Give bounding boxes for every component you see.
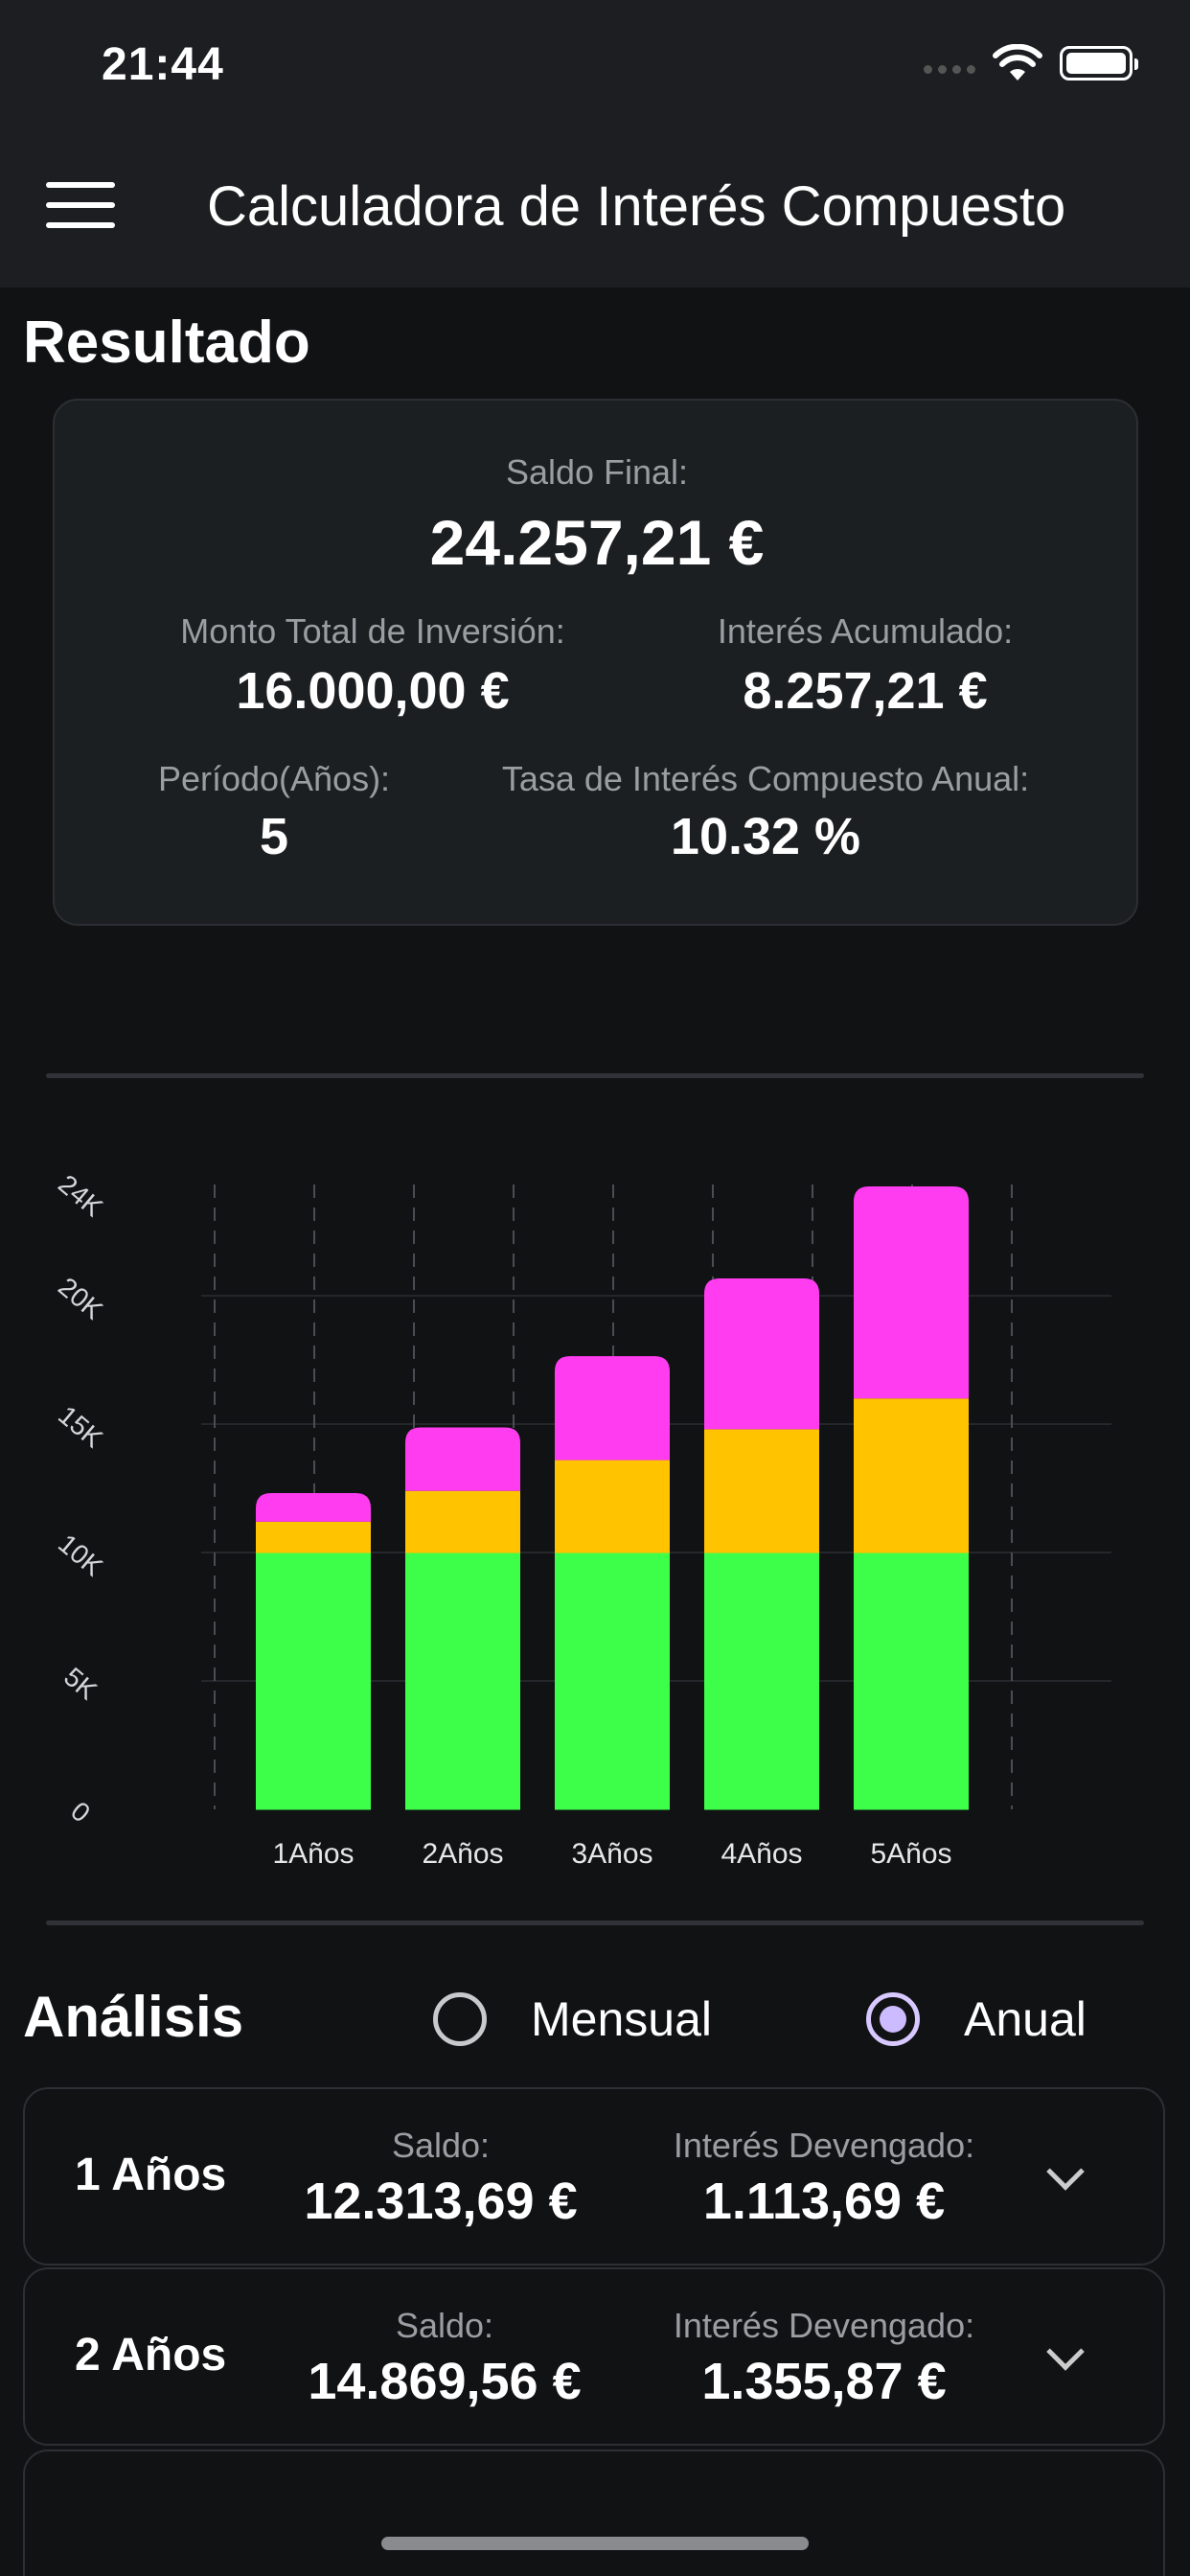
bar-segment bbox=[704, 1429, 819, 1553]
radio-monthly[interactable]: Mensual bbox=[433, 1991, 712, 2047]
radio-annual-label[interactable]: Anual bbox=[964, 1992, 1087, 2046]
status-icons bbox=[924, 44, 1138, 82]
bar-segment bbox=[405, 1427, 520, 1491]
y-tick-label: 10K bbox=[53, 1529, 108, 1582]
bar-segment bbox=[256, 1493, 371, 1522]
battery-icon bbox=[1060, 46, 1138, 80]
bar-segment bbox=[405, 1490, 520, 1553]
annual-rate-label: Tasa de Interés Compuesto Anual: bbox=[501, 759, 1030, 798]
bar-segment bbox=[704, 1552, 819, 1810]
x-tick-label: 4Años bbox=[721, 1838, 802, 1870]
result-summary-card: Saldo Final: 24.257,21 € Monto Total de … bbox=[53, 399, 1138, 926]
interest-label: Interés Devengado: bbox=[673, 2306, 975, 2345]
status-bar: 21:44 bbox=[0, 0, 1190, 134]
bar-segment bbox=[555, 1356, 670, 1460]
interest-value: 1.355,87 € bbox=[701, 2353, 947, 2410]
chart-top-divider bbox=[46, 1073, 1144, 1078]
year-row-card-partial[interactable] bbox=[23, 2450, 1165, 2576]
chart-bottom-divider bbox=[46, 1920, 1144, 1925]
x-tick-label: 2Años bbox=[422, 1838, 503, 1870]
bar-segment bbox=[555, 1552, 670, 1810]
period-value: 5 bbox=[259, 808, 289, 865]
bar-segment bbox=[256, 1521, 371, 1553]
radio-annual[interactable]: Anual bbox=[866, 1991, 1087, 2047]
bar-segment bbox=[704, 1277, 819, 1430]
chevron-down-icon[interactable] bbox=[1046, 2333, 1085, 2371]
balance-value: 14.869,56 € bbox=[308, 2353, 582, 2410]
accumulated-interest-label: Interés Acumulado: bbox=[717, 611, 1014, 651]
year-row-card[interactable]: 1 Años Saldo: 12.313,69 € Interés Deveng… bbox=[23, 2087, 1165, 2266]
total-investment-label: Monto Total de Inversión: bbox=[180, 611, 565, 651]
app-title: Calculadora de Interés Compuesto bbox=[207, 175, 1066, 238]
bar-segment bbox=[555, 1460, 670, 1553]
balance-label: Saldo: bbox=[395, 2306, 494, 2345]
bar-segment bbox=[405, 1552, 520, 1810]
radio-monthly-label[interactable]: Mensual bbox=[531, 1992, 712, 2046]
bar-segment bbox=[854, 1186, 969, 1399]
interest-label: Interés Devengado: bbox=[673, 2126, 975, 2165]
x-tick-label: 3Años bbox=[571, 1838, 652, 1870]
analysis-title: Análisis bbox=[23, 1985, 244, 2049]
annual-rate-value: 10.32 % bbox=[670, 808, 861, 865]
x-tick-label: 1Años bbox=[272, 1838, 354, 1870]
bar-segment bbox=[256, 1552, 371, 1810]
accumulated-interest-value: 8.257,21 € bbox=[743, 662, 988, 720]
home-indicator bbox=[381, 2537, 809, 2550]
year-label: 2 Años bbox=[75, 2330, 227, 2380]
balance-label: Saldo: bbox=[391, 2126, 491, 2165]
cellular-signal-icon bbox=[924, 64, 975, 74]
interest-value: 1.113,69 € bbox=[702, 2173, 946, 2230]
hamburger-menu-icon[interactable] bbox=[46, 182, 115, 240]
y-tick-label: 24K bbox=[53, 1169, 108, 1223]
x-tick-label: 5Años bbox=[870, 1838, 951, 1870]
result-section-title: Resultado bbox=[23, 310, 310, 376]
wifi-icon bbox=[993, 44, 1042, 80]
app-bar: Calculadora de Interés Compuesto bbox=[0, 134, 1190, 288]
y-tick-label: 15K bbox=[53, 1400, 108, 1454]
final-balance-value: 24.257,21 € bbox=[429, 507, 765, 578]
y-tick-label: 20K bbox=[53, 1272, 108, 1325]
radio-monthly-circle[interactable] bbox=[433, 1992, 487, 2046]
bar-segment bbox=[854, 1552, 969, 1810]
y-tick-label: 5K bbox=[58, 1662, 103, 1706]
total-investment-value: 16.000,00 € bbox=[236, 662, 510, 720]
y-tick-label: 0 bbox=[65, 1796, 96, 1828]
balance-value: 12.313,69 € bbox=[304, 2173, 578, 2230]
year-label: 1 Años bbox=[75, 2150, 227, 2200]
period-label: Período(Años): bbox=[157, 759, 391, 798]
radio-annual-circle[interactable] bbox=[866, 1992, 920, 2046]
bar-segment bbox=[854, 1398, 969, 1553]
chevron-down-icon[interactable] bbox=[1046, 2152, 1085, 2191]
final-balance-label: Saldo Final: bbox=[505, 452, 689, 492]
year-row-card[interactable]: 2 Años Saldo: 14.869,56 € Interés Deveng… bbox=[23, 2267, 1165, 2446]
status-time: 21:44 bbox=[102, 39, 224, 90]
stacked-bar-chart: 0 5K 10K 15K 20K 24K 1Años 2Años 3Años 4Años 5Años bbox=[53, 1169, 1111, 1870]
